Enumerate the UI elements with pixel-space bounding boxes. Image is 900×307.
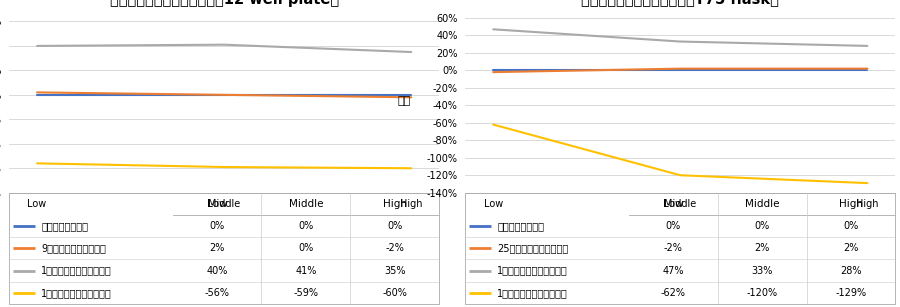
Text: 28%: 28%	[841, 266, 862, 276]
Text: Low: Low	[663, 199, 683, 209]
Title: 容器全体とのカウント誤差（12 well plate）: 容器全体とのカウント誤差（12 well plate）	[110, 0, 338, 7]
Text: 33%: 33%	[752, 266, 773, 276]
Text: 0%: 0%	[843, 221, 859, 231]
Text: -62%: -62%	[661, 288, 686, 298]
Text: Middle: Middle	[745, 199, 779, 209]
Text: 25点平均と全体との誤差: 25点平均と全体との誤差	[498, 243, 569, 253]
Text: High: High	[382, 199, 407, 209]
Text: -2%: -2%	[663, 243, 682, 253]
Text: 0%: 0%	[754, 221, 770, 231]
Text: 1点最小値と全体との誤差: 1点最小値と全体との誤差	[41, 288, 112, 298]
Text: 2%: 2%	[754, 243, 770, 253]
Text: -59%: -59%	[293, 288, 319, 298]
Text: 0%: 0%	[665, 221, 680, 231]
Text: 2%: 2%	[843, 243, 859, 253]
Text: 1点最小値と全体との誤差: 1点最小値と全体との誤差	[498, 288, 568, 298]
Text: 35%: 35%	[384, 266, 406, 276]
Y-axis label: 誤差: 誤差	[398, 96, 410, 106]
Text: 0%: 0%	[298, 221, 313, 231]
Text: 41%: 41%	[295, 266, 317, 276]
Text: 9点平均と全体との誤差: 9点平均と全体との誤差	[41, 243, 106, 253]
Text: 1点最大値と全体との誤差: 1点最大値と全体との誤差	[498, 266, 568, 276]
Text: 0%: 0%	[298, 243, 313, 253]
Text: 1点最大値と全体との誤差: 1点最大値と全体との誤差	[41, 266, 112, 276]
Text: High: High	[839, 199, 863, 209]
Text: -129%: -129%	[835, 288, 867, 298]
Text: 0%: 0%	[210, 221, 225, 231]
Text: -60%: -60%	[382, 288, 408, 298]
Text: 容器全体（真値）: 容器全体（真値）	[41, 221, 88, 231]
Text: Low: Low	[207, 199, 227, 209]
Text: 40%: 40%	[206, 266, 228, 276]
Text: Middle: Middle	[289, 199, 323, 209]
Text: 47%: 47%	[662, 266, 684, 276]
Text: 容器全体（真値）: 容器全体（真値）	[498, 221, 544, 231]
Title: 容器全体とのカウント誤差（T75 flask）: 容器全体とのカウント誤差（T75 flask）	[581, 0, 779, 7]
Text: 0%: 0%	[387, 221, 402, 231]
Text: -2%: -2%	[385, 243, 404, 253]
Text: -120%: -120%	[746, 288, 778, 298]
Text: -56%: -56%	[204, 288, 230, 298]
Text: 2%: 2%	[210, 243, 225, 253]
